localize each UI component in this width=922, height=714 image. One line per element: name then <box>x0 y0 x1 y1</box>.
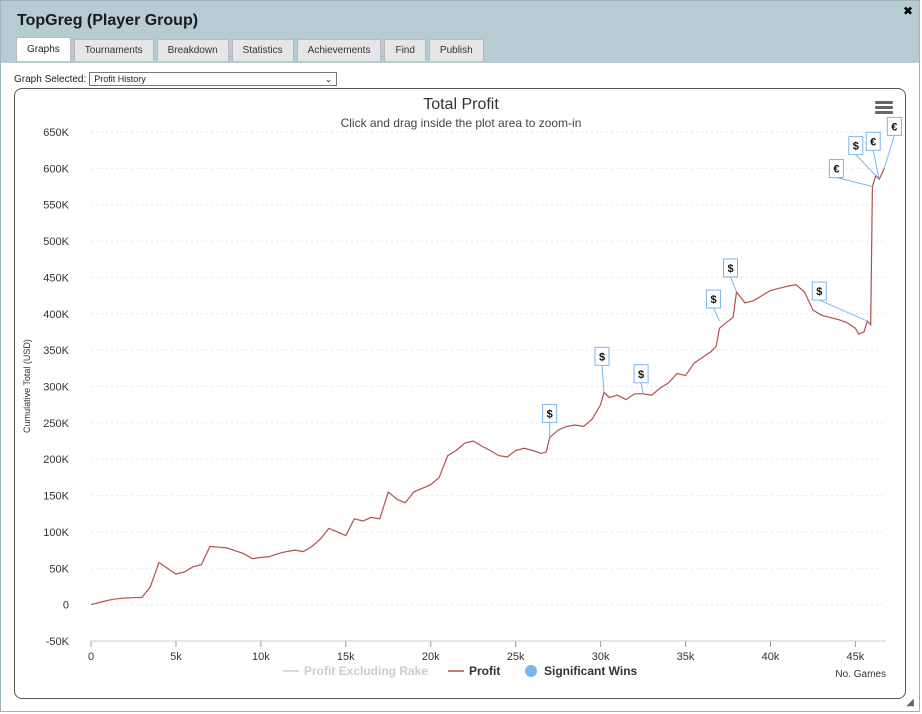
graph-select-label: Graph Selected: <box>14 73 87 85</box>
tab-graphs[interactable]: Graphs <box>16 37 71 61</box>
tab-achievements[interactable]: Achievements <box>296 39 382 61</box>
chart-panel <box>14 88 906 699</box>
tab-breakdown[interactable]: Breakdown <box>156 39 229 61</box>
close-icon[interactable]: ✖ <box>902 4 913 18</box>
window-title: TopGreg (Player Group) <box>17 12 199 29</box>
chart-menu-icon[interactable] <box>875 101 893 115</box>
tab-find[interactable]: Find <box>384 39 426 61</box>
graph-select-row: Graph Selected: Profit History ⌄ <box>14 72 338 86</box>
titlebar: TopGreg (Player Group) ✖ Graphs Tournamen… <box>1 1 919 63</box>
tab-tournaments[interactable]: Tournaments <box>73 39 154 61</box>
resize-handle-icon[interactable]: ◢ <box>906 697 914 708</box>
chevron-down-icon: ⌄ <box>324 74 333 84</box>
graph-select-dropdown[interactable]: Profit History ⌄ <box>89 72 338 86</box>
tab-publish[interactable]: Publish <box>428 39 484 61</box>
tab-statistics[interactable]: Statistics <box>231 39 294 61</box>
graph-select-value: Profit History <box>94 74 146 84</box>
tab-bar: Graphs Tournaments Breakdown Statistics Achi… <box>16 37 484 61</box>
